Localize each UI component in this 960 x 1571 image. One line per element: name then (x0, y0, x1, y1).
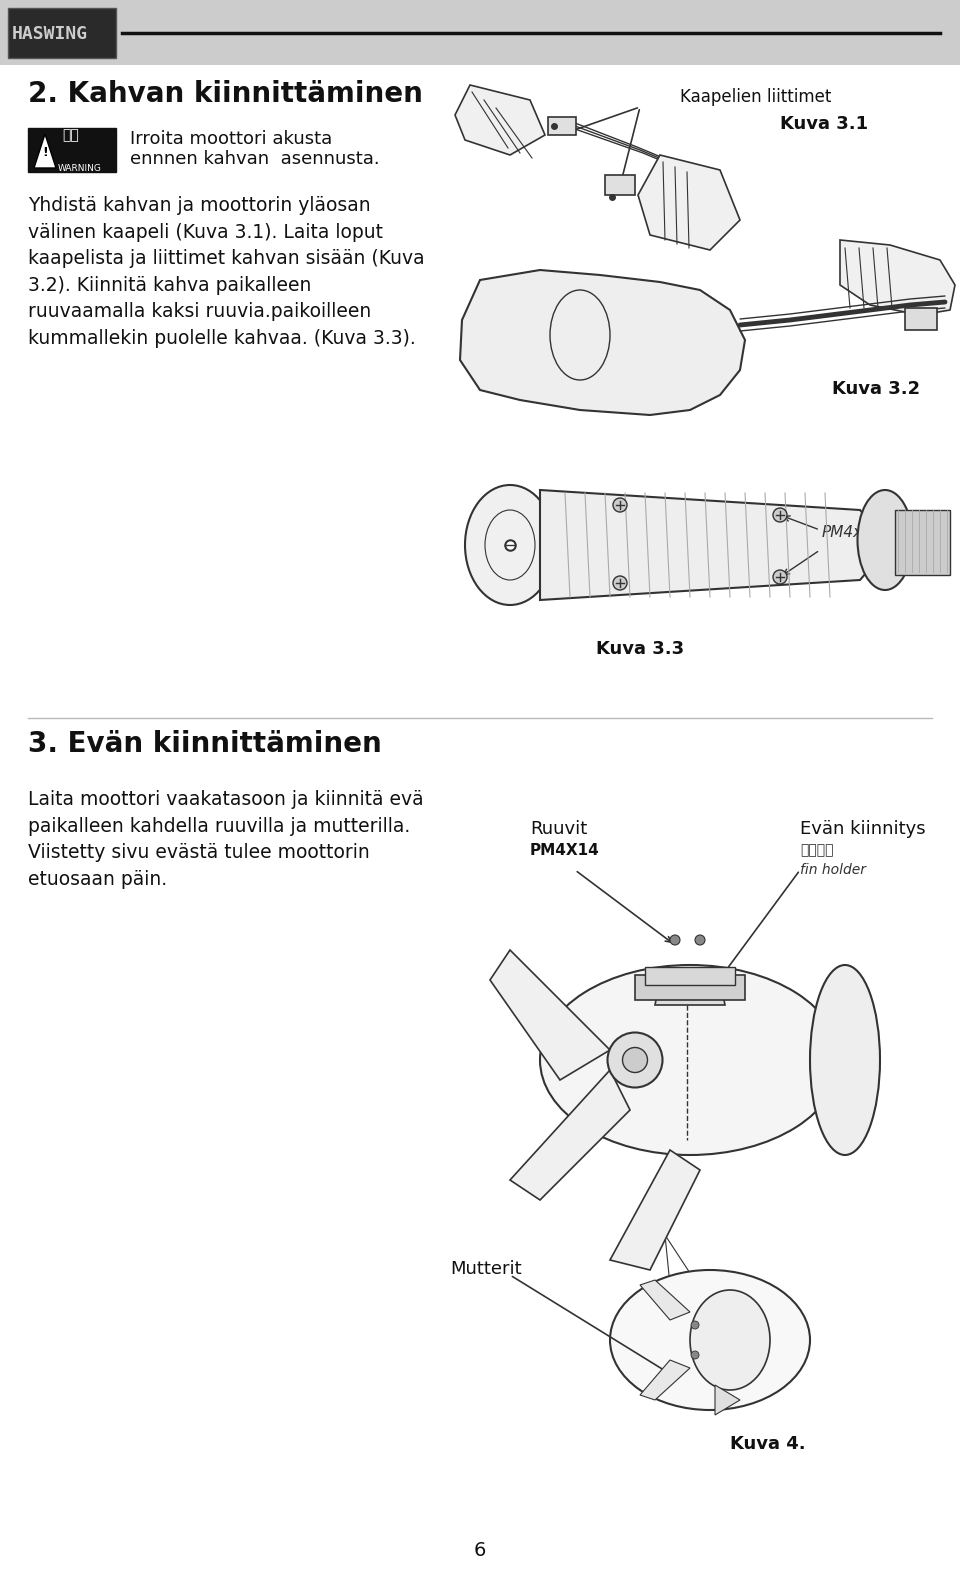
Circle shape (613, 577, 627, 591)
Text: Evän kiinnitys: Evän kiinnitys (800, 820, 925, 837)
Circle shape (773, 507, 787, 522)
Text: 6: 6 (474, 1541, 486, 1560)
Text: Ruuvit: Ruuvit (530, 820, 588, 837)
Circle shape (691, 1321, 699, 1329)
Ellipse shape (810, 965, 880, 1155)
Ellipse shape (610, 1269, 810, 1411)
Text: ennnen kahvan  asennusta.: ennnen kahvan asennusta. (130, 149, 379, 168)
Ellipse shape (465, 485, 555, 605)
Text: Kaapelien liittimet: Kaapelien liittimet (680, 88, 831, 105)
Circle shape (613, 498, 627, 512)
Text: Kuva 3.3: Kuva 3.3 (596, 639, 684, 658)
Polygon shape (510, 1070, 630, 1200)
Text: 警告: 警告 (62, 127, 79, 141)
Polygon shape (715, 1386, 740, 1415)
Text: Kuva 4.: Kuva 4. (730, 1434, 805, 1453)
Polygon shape (34, 134, 56, 168)
Polygon shape (655, 980, 725, 1005)
Polygon shape (640, 1360, 690, 1400)
Circle shape (773, 570, 787, 584)
Bar (645, 968, 735, 985)
Bar (0, 0, 960, 64)
Text: PM4X14: PM4X14 (530, 844, 600, 858)
Text: Kuva 3.1: Kuva 3.1 (780, 115, 868, 134)
Ellipse shape (608, 1032, 662, 1087)
Ellipse shape (857, 490, 913, 591)
Polygon shape (638, 156, 740, 250)
Polygon shape (455, 85, 545, 156)
Ellipse shape (690, 1290, 770, 1390)
Bar (28, 127, 116, 171)
Text: Irroita moottori akusta: Irroita moottori akusta (130, 130, 332, 148)
Text: 2. Kahvan kiinnittäminen: 2. Kahvan kiinnittäminen (28, 80, 422, 108)
Text: Mutterit: Mutterit (450, 1260, 521, 1277)
Text: HASWING: HASWING (12, 25, 88, 42)
Text: Laita moottori vaakatasoon ja kiinnitä evä
paikalleen kahdella ruuvilla ja mutte: Laita moottori vaakatasoon ja kiinnitä e… (28, 790, 423, 889)
Text: PM4x5: PM4x5 (822, 525, 873, 540)
Polygon shape (840, 240, 955, 316)
Bar (895, 511, 950, 575)
Text: Kuva 3.2: Kuva 3.2 (832, 380, 920, 397)
Circle shape (691, 1351, 699, 1359)
Bar (605, 174, 635, 195)
Ellipse shape (622, 1048, 647, 1073)
Bar (8, 8, 116, 58)
Text: fin holder: fin holder (800, 862, 866, 877)
Text: WARNING: WARNING (58, 163, 102, 173)
Polygon shape (490, 950, 610, 1079)
Text: 电机鳍夹: 电机鳍夹 (800, 844, 833, 858)
Bar (548, 116, 576, 135)
Polygon shape (640, 1280, 690, 1320)
Text: 3. Evän kiinnittäminen: 3. Evän kiinnittäminen (28, 731, 382, 757)
Bar (635, 976, 745, 1001)
Circle shape (695, 935, 705, 946)
Circle shape (670, 935, 680, 946)
Polygon shape (610, 1150, 700, 1269)
Text: !: ! (42, 146, 48, 159)
Polygon shape (540, 490, 890, 600)
Text: Yhdistä kahvan ja moottorin yläosan
välinen kaapeli (Kuva 3.1). Laita loput
kaap: Yhdistä kahvan ja moottorin yläosan väli… (28, 196, 424, 347)
Bar (905, 308, 937, 330)
Ellipse shape (540, 965, 840, 1155)
Polygon shape (460, 270, 745, 415)
